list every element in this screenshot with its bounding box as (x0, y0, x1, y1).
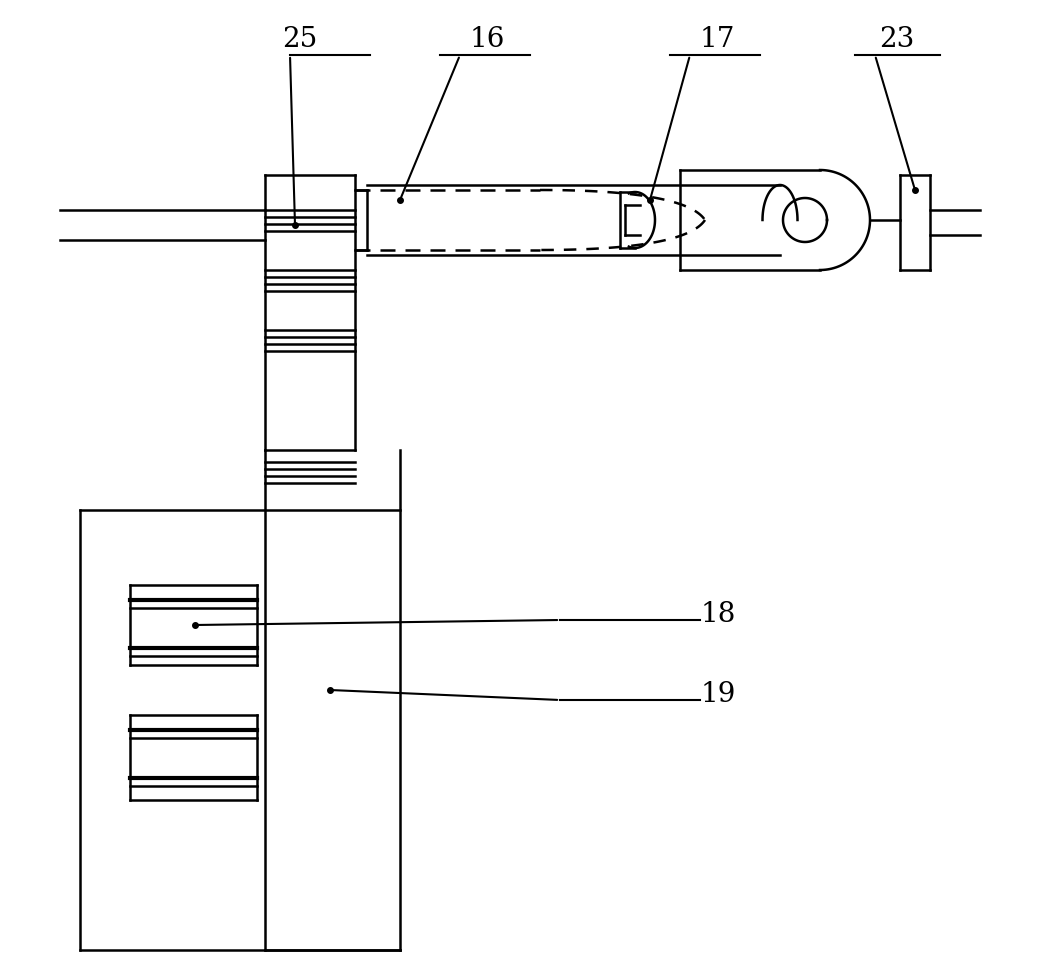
Text: 17: 17 (699, 26, 735, 53)
Text: 23: 23 (880, 26, 915, 53)
Text: 16: 16 (469, 26, 505, 53)
Text: 18: 18 (700, 602, 736, 629)
Text: 25: 25 (282, 26, 317, 53)
Text: 19: 19 (700, 681, 736, 709)
